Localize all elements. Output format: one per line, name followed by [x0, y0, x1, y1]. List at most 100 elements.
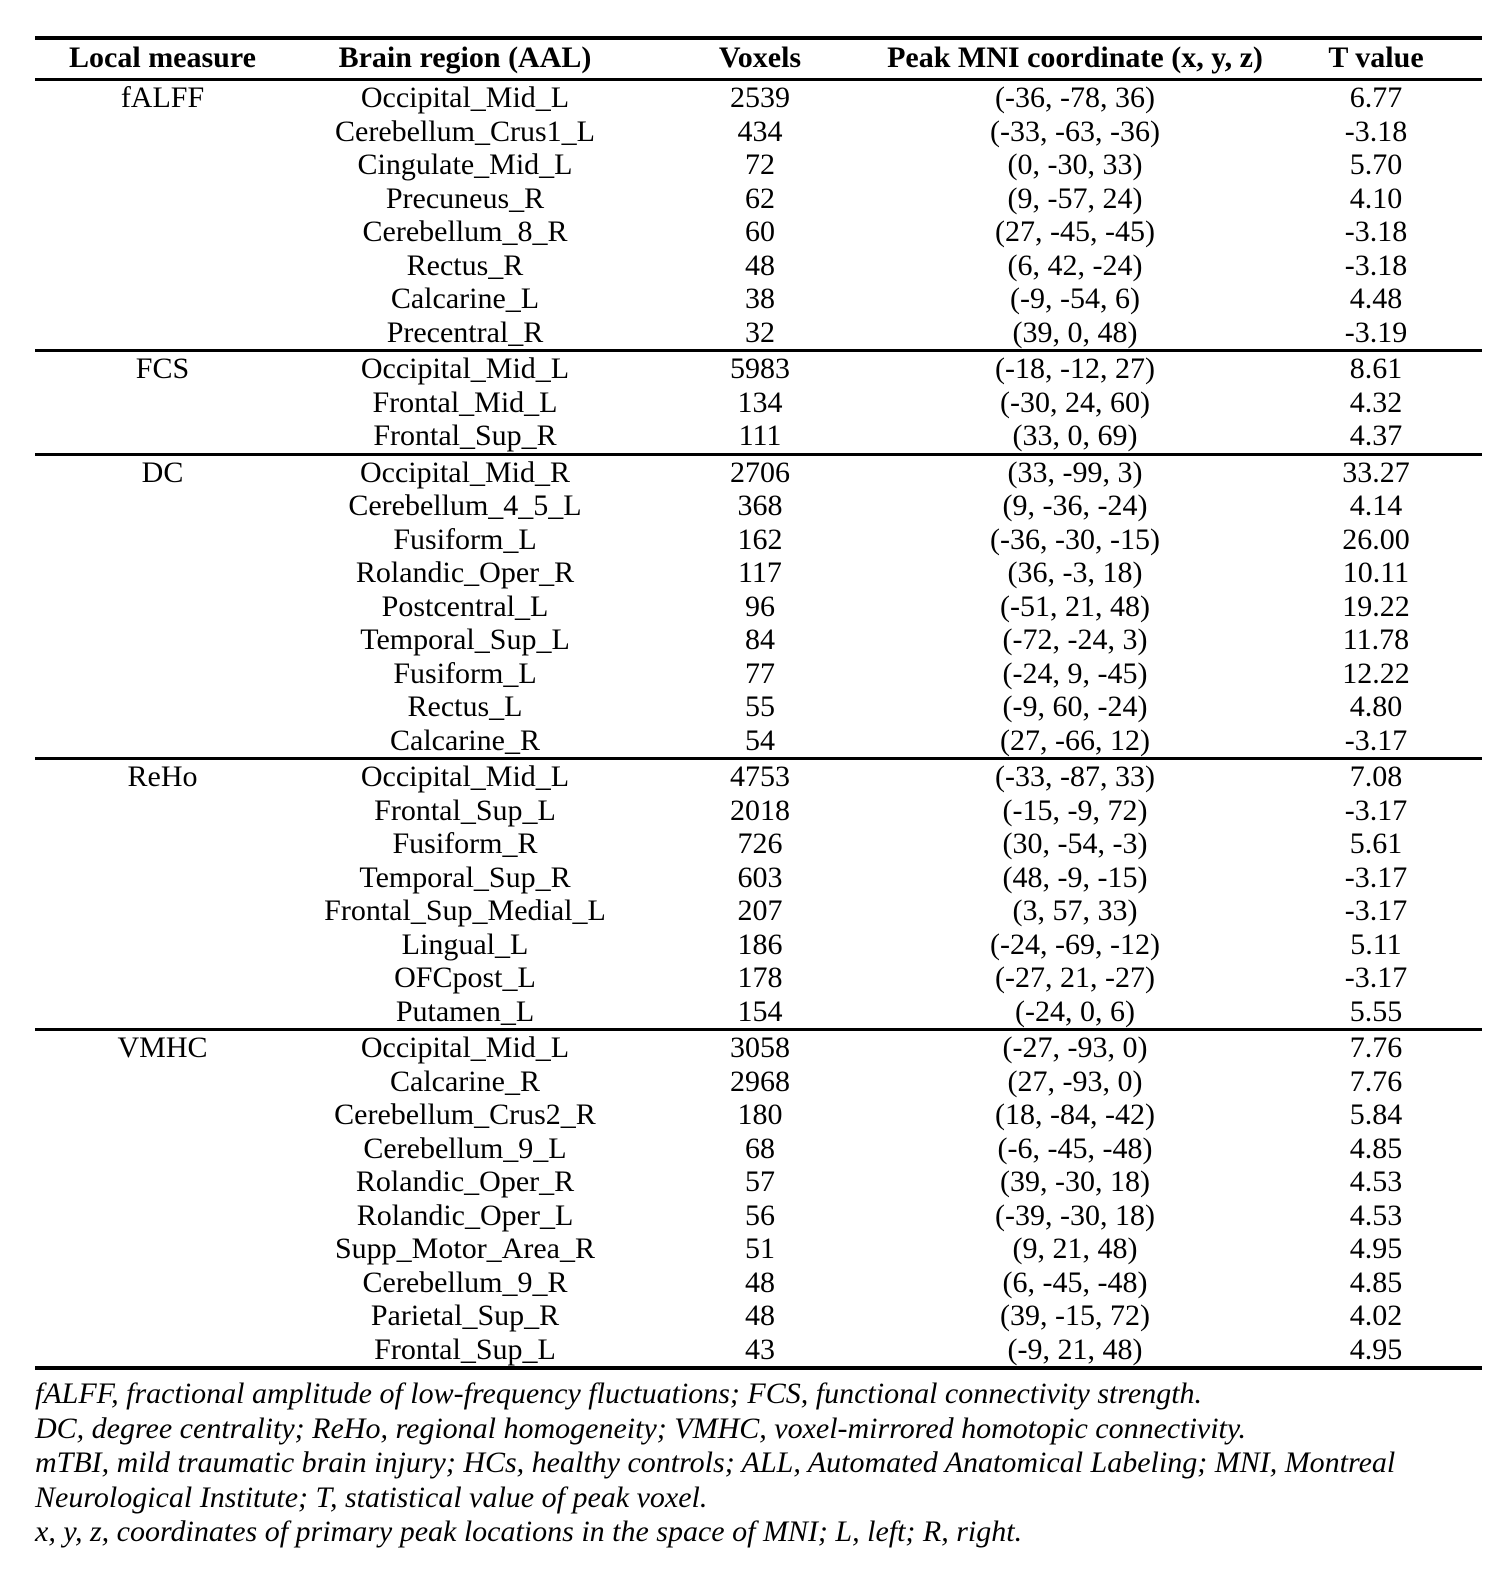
peak-mni-cell: (30, -54, -3) — [1002, 827, 1148, 860]
peak-mni-cell: (36, -3, 18) — [1007, 556, 1143, 589]
peak-mni-cell: (-33, -63, -36) — [990, 114, 1160, 148]
peak-mni-cell: (-6, -45, -48) — [997, 1131, 1153, 1165]
region-cell: Frontal_Sup_L — [374, 793, 556, 827]
measure-cell — [35, 928, 290, 962]
voxels-cell: 84 — [745, 623, 775, 656]
t-value-cell: 4.95 — [1349, 1232, 1403, 1265]
voxels-cell: 48 — [745, 1299, 775, 1332]
table-row: Frontal_Sup_Medial_L 207 (3, 57, 33) -3.17 — [35, 894, 1482, 928]
t-value-cell: 4.10 — [1349, 181, 1403, 215]
t-value-cell: -3.17 — [1344, 961, 1408, 994]
peak-mni-cell: (0, -30, 33) — [1007, 148, 1143, 181]
t-value-cell: 33.27 — [1270, 452, 1482, 489]
measure-cell — [35, 1266, 290, 1300]
measure-cell: VMHC — [35, 1028, 290, 1065]
region-cell: Putamen_L — [395, 994, 535, 1028]
voxels-cell: 180 — [737, 1098, 783, 1131]
voxels-cell: 48 — [745, 248, 775, 282]
measure-cell — [35, 724, 290, 759]
voxels-cell: 207 — [737, 894, 783, 927]
peak-mni-cell: (-33, -87, 33) — [880, 757, 1270, 794]
region-cell: Fusiform_L — [393, 656, 537, 690]
region-cell: Calcarine_L — [390, 282, 540, 315]
header-row: Local measure Brain region (AAL) Voxels … — [35, 38, 1482, 81]
voxels-cell: 62 — [745, 181, 775, 215]
measure-cell — [35, 386, 290, 420]
t-value-cell: 8.61 — [1270, 349, 1482, 386]
t-value-cell: 4.14 — [1349, 489, 1403, 522]
peak-mni-cell: (-39, -30, 18) — [995, 1198, 1155, 1232]
measure-cell — [35, 794, 290, 828]
table-row: Frontal_Sup_L 2018 (-15, -9, 72) -3.17 — [35, 794, 1482, 828]
peak-mni-cell: (-36, -30, -15) — [990, 522, 1160, 556]
voxels-cell: 434 — [737, 114, 783, 148]
paper-table-page: Local measure Brain region (AAL) Voxels … — [35, 36, 1482, 1548]
region-cell: Precuneus_R — [385, 181, 545, 215]
measure-cell — [35, 623, 290, 657]
peak-mni-cell: (6, 42, -24) — [1007, 248, 1143, 282]
region-cell: Cingulate_Mid_L — [357, 148, 573, 181]
measure-cell: fALFF — [120, 81, 205, 114]
measure-cell — [35, 827, 290, 861]
peak-mni-cell: (27, -45, -45) — [995, 215, 1155, 248]
voxels-cell: 134 — [737, 385, 783, 419]
peak-mni-cell: (-51, 21, 48) — [1000, 589, 1150, 623]
table-row: DC Occipital_Mid_R 2706 (33, -99, 3) 33.27 — [35, 452, 1482, 489]
peak-mni-cell: (48, -9, -15) — [1002, 860, 1148, 894]
table-row: Calcarine_R 2968 (27, -93, 0) 7.76 — [35, 1065, 1482, 1099]
voxels-cell: 4753 — [640, 757, 880, 794]
measure-cell — [35, 1132, 290, 1166]
table-row: Frontal_Mid_L 134 (-30, 24, 60) 4.32 — [35, 386, 1482, 420]
region-cell: Temporal_Sup_L — [360, 623, 570, 656]
measure-cell — [35, 995, 290, 1030]
table-row: Lingual_L 186 (-24, -69, -12) 5.11 — [35, 928, 1482, 962]
table-row: Rectus_L 55 (-9, 60, -24) 4.80 — [35, 690, 1482, 724]
region-cell: Cerebellum_Crus1_L — [335, 114, 595, 148]
peak-mni-cell: (-36, -78, 36) — [995, 81, 1155, 114]
measure-cell: FCS — [35, 349, 290, 386]
region-cell: Occipital_Mid_L — [290, 1028, 640, 1065]
voxels-cell: 2706 — [640, 452, 880, 489]
region-cell: Cerebellum_9_L — [363, 1131, 567, 1165]
voxels-cell: 38 — [745, 282, 775, 315]
region-cell: Cerebellum_8_R — [362, 215, 568, 248]
voxels-cell: 43 — [745, 1332, 775, 1366]
table-row: Calcarine_L 38 (-9, -54, 6) 4.48 — [35, 282, 1482, 316]
voxels-cell: 154 — [737, 994, 783, 1028]
col-header-t-value: T value — [1270, 38, 1482, 81]
table-row: fALFF Occipital_Mid_L 2539 (-36, -78, 36) 6.… — [35, 80, 1482, 115]
region-cell: Rolandic_Oper_L — [356, 1198, 574, 1232]
voxels-cell: 186 — [737, 927, 783, 961]
table-row: Supp_Motor_Area_R 51 (9, 21, 48) 4.95 — [35, 1232, 1482, 1266]
measure-cell — [35, 690, 290, 724]
peak-mni-cell: (9, -57, 24) — [1007, 181, 1143, 215]
voxels-cell: 54 — [745, 723, 775, 757]
region-cell: Rectus_L — [407, 690, 523, 723]
t-value-cell: -3.17 — [1344, 793, 1408, 827]
peak-mni-cell: (9, -36, -24) — [1002, 489, 1148, 522]
col-header-peak-mni: Peak MNI coordinate (x, y, z) — [880, 38, 1270, 81]
table-row: Rolandic_Oper_L 56 (-39, -30, 18) 4.53 — [35, 1199, 1482, 1233]
peak-mni-cell: (-9, 60, -24) — [1002, 690, 1148, 723]
voxels-cell: 56 — [745, 1198, 775, 1232]
region-cell: Postcentral_L — [381, 589, 549, 623]
measure-cell — [35, 115, 290, 149]
table-row: FCS Occipital_Mid_L 5983 (-18, -12, 27) 8.61 — [35, 349, 1482, 386]
measure-cell: DC — [35, 452, 290, 489]
voxels-cell: 2539 — [730, 81, 790, 114]
region-cell: Fusiform_L — [393, 522, 537, 556]
col-header-voxels: Voxels — [640, 38, 880, 81]
table-row: Cingulate_Mid_L 72 (0, -30, 33) 5.70 — [35, 148, 1482, 182]
peak-mni-cell: (-15, -9, 72) — [1002, 793, 1148, 827]
t-value-cell: 7.76 — [1270, 1028, 1482, 1065]
t-value-cell: -3.19 — [1344, 315, 1408, 349]
t-value-cell: 4.53 — [1349, 1198, 1403, 1232]
t-value-cell: 4.53 — [1349, 1165, 1403, 1198]
voxels-cell: 368 — [737, 489, 783, 522]
t-value-cell: 6.77 — [1349, 81, 1403, 114]
table-row: Fusiform_L 162 (-36, -30, -15) 26.00 — [35, 523, 1482, 557]
region-cell: Frontal_Sup_Medial_L — [324, 894, 606, 927]
table-row: Cerebellum_4_5_L 368 (9, -36, -24) 4.14 — [35, 489, 1482, 523]
region-cell: Lingual_L — [401, 927, 529, 961]
col-header-local-measure: Local measure — [35, 38, 290, 81]
